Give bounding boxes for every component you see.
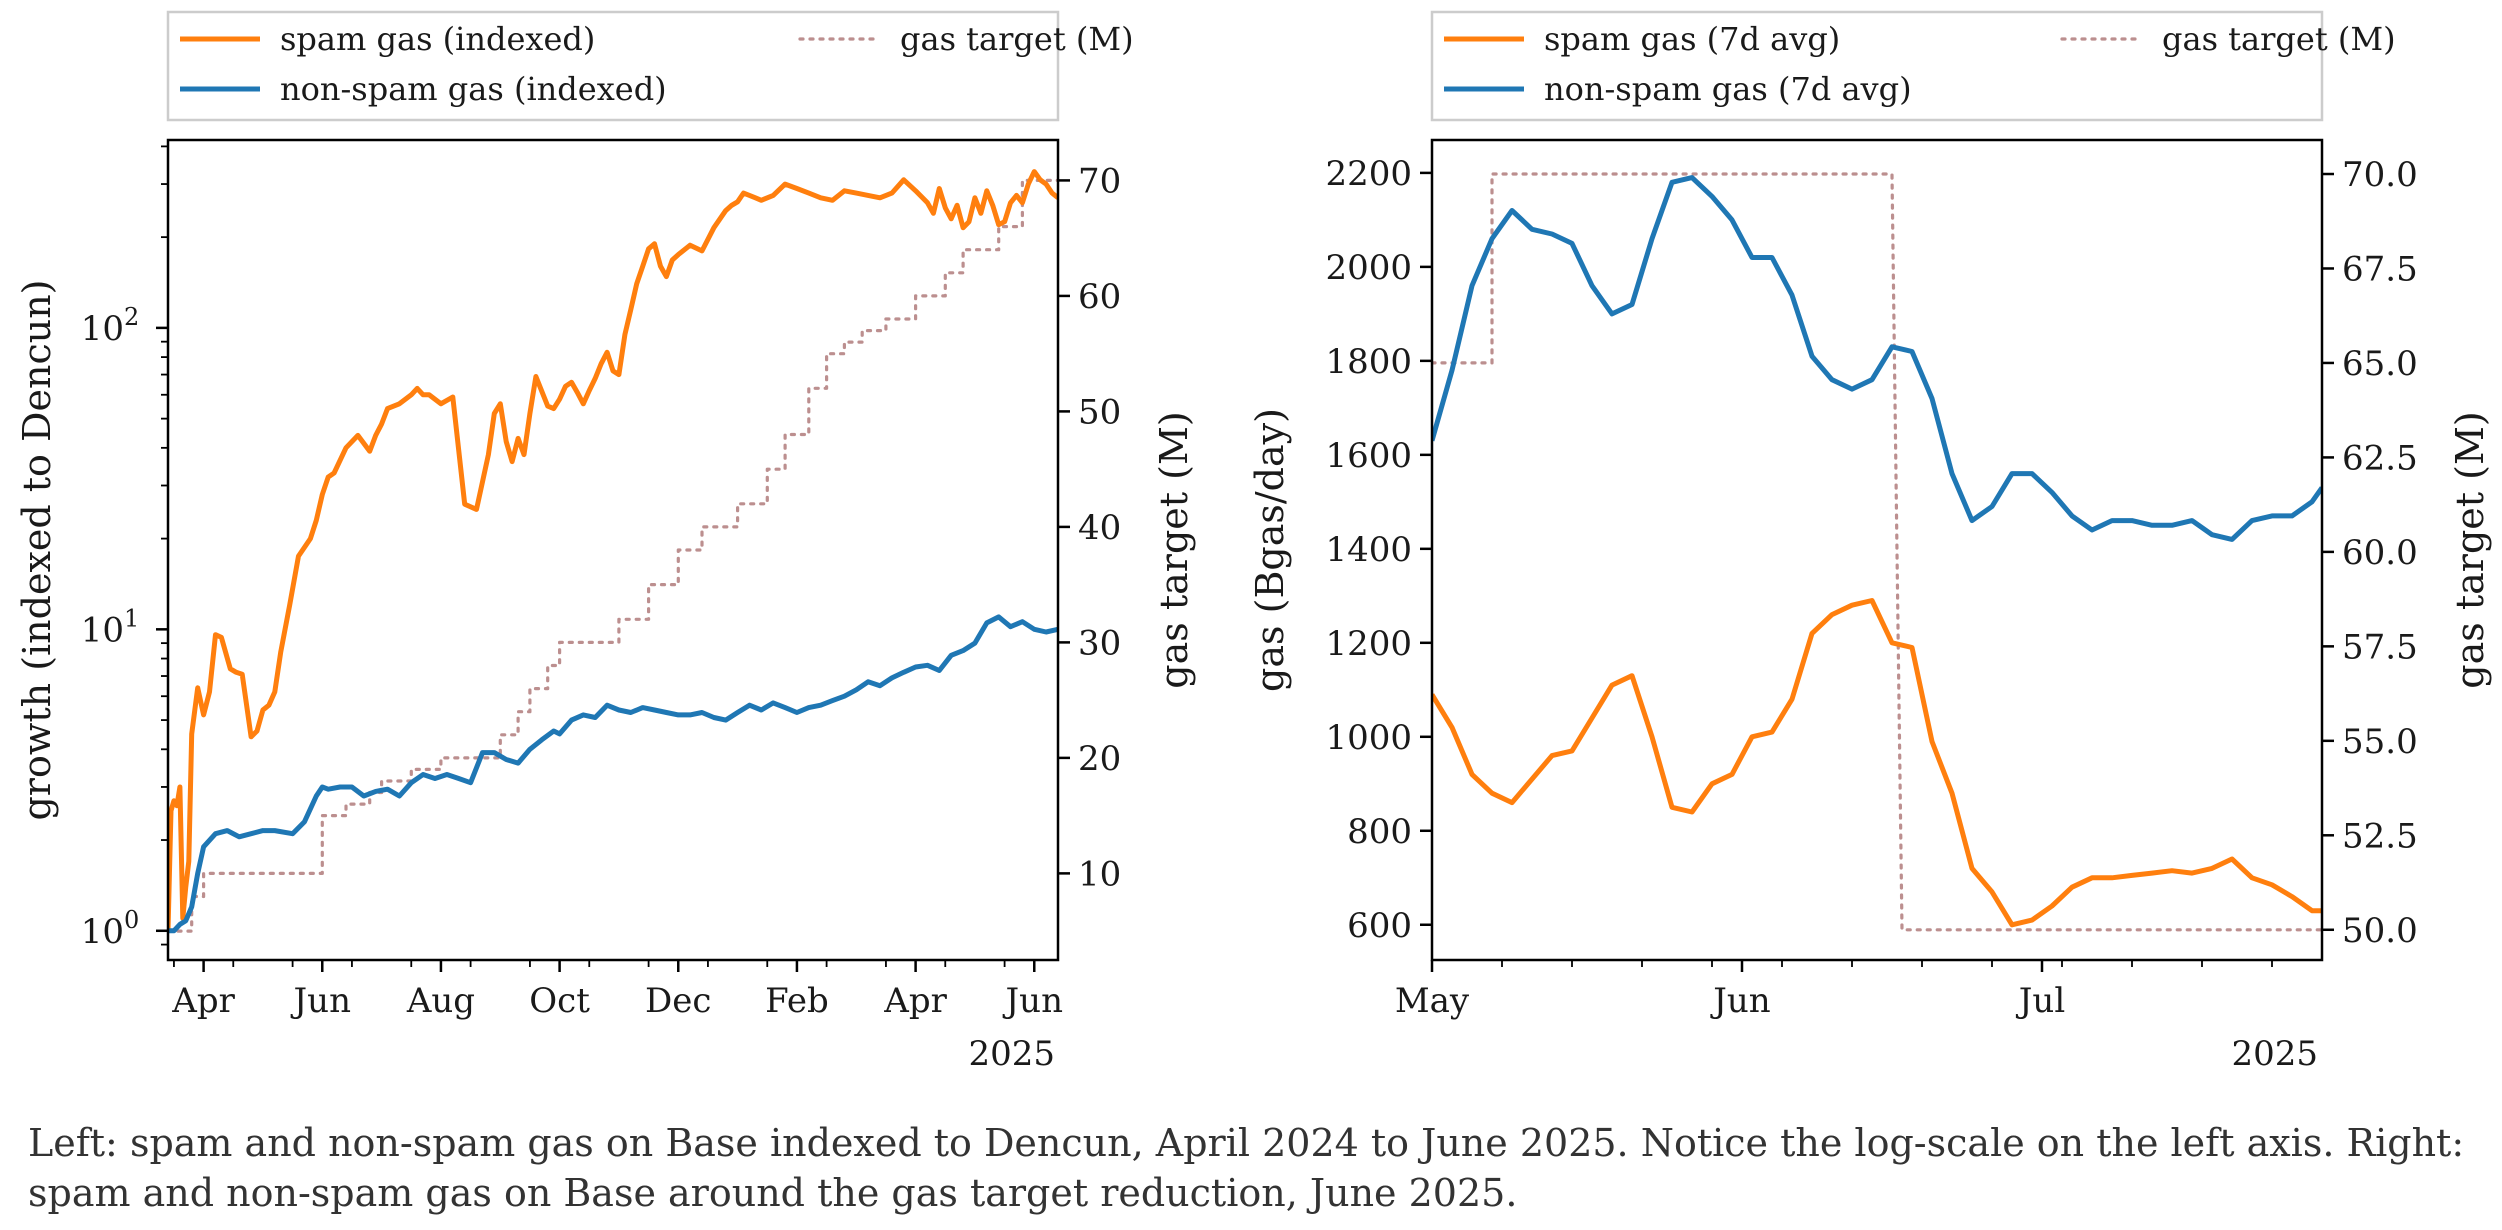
y-tick-label: 102 bbox=[81, 303, 140, 349]
series-line-target bbox=[168, 178, 1058, 933]
y-tick-base: 10 bbox=[81, 912, 124, 952]
y-right-tick-label: 52.5 bbox=[2342, 816, 2418, 856]
x-tick-label: Jul bbox=[2016, 981, 2065, 1021]
y-right-tick-label: 50 bbox=[1078, 392, 1121, 432]
y-right-tick-label: 70.0 bbox=[2342, 155, 2418, 195]
y-right-tick-label: 67.5 bbox=[2342, 249, 2418, 289]
plot-frame bbox=[166, 138, 1060, 962]
y-right-tick-label: 65.0 bbox=[2342, 344, 2418, 384]
y-axis-label: growth (indexed to Dencun) bbox=[15, 279, 59, 820]
y-right-tick-label: 55.0 bbox=[2342, 722, 2418, 762]
left-panel: Apr Jun Aug Oct Dec Feb Apr Jun2025100101102102… bbox=[15, 10, 1196, 1074]
legend-label: spam gas (indexed) bbox=[280, 20, 595, 58]
y-right-tick-label: 30 bbox=[1078, 623, 1121, 663]
legend-box bbox=[166, 10, 1060, 122]
x-tick-label: Feb bbox=[765, 981, 829, 1021]
right-panel: May Jun Jul 2025 600 800 1000 1200 1400 1600 1800 2… bbox=[1248, 10, 2492, 1074]
x-tick-label: Apr bbox=[883, 981, 947, 1021]
legend-label: non-spam gas (7d avg) bbox=[1544, 70, 1912, 108]
y-tick-base: 10 bbox=[81, 309, 124, 349]
x-year-label: 2025 bbox=[968, 1034, 1055, 1074]
y-right-axis-label: gas target (M) bbox=[1152, 411, 1196, 688]
y-tick-exp: 1 bbox=[124, 604, 139, 632]
y-tick-exp: 2 bbox=[124, 303, 139, 331]
x-tick-label: May bbox=[1395, 981, 1470, 1021]
y-right-tick-label: 62.5 bbox=[2342, 438, 2418, 478]
y-right-tick-label: 57.5 bbox=[2342, 627, 2418, 667]
series-line-nonspam bbox=[168, 614, 1058, 934]
legend-label: gas target (M) bbox=[2162, 20, 2396, 58]
y-tick-label: 1200 bbox=[1325, 624, 1412, 664]
y-tick-base: 10 bbox=[81, 610, 124, 650]
x-tick-label: Oct bbox=[529, 981, 590, 1021]
x-tick-label: Jun bbox=[291, 981, 351, 1021]
y-right-tick-label: 60 bbox=[1078, 277, 1121, 317]
x-tick-label: Dec bbox=[645, 981, 711, 1021]
y-right-tick-label: 20 bbox=[1078, 739, 1121, 779]
y-tick-label: 101 bbox=[81, 604, 140, 650]
y-tick-exp: 0 bbox=[124, 906, 139, 934]
y-tick-label: 800 bbox=[1347, 812, 1412, 852]
series-line-spam bbox=[1432, 598, 2322, 928]
y-right-tick-label: 60.0 bbox=[2342, 533, 2418, 573]
y-tick-label: 100 bbox=[81, 906, 140, 952]
y-tick-label: 1400 bbox=[1325, 530, 1412, 570]
y-tick-label: 1800 bbox=[1325, 342, 1412, 382]
x-tick-label: Aug bbox=[406, 981, 475, 1021]
y-right-tick-label: 50.0 bbox=[2342, 911, 2418, 951]
figure-caption: Left: spam and non-spam gas on Base inde… bbox=[28, 1121, 2465, 1215]
y-right-tick-label: 40 bbox=[1078, 508, 1121, 548]
x-year-label: 2025 bbox=[2231, 1034, 2318, 1074]
y-right-axis-label: gas target (M) bbox=[2448, 411, 2492, 688]
y-tick-label: 1600 bbox=[1325, 436, 1412, 476]
y-right-tick-label: 10 bbox=[1078, 854, 1121, 894]
y-tick-label: 2000 bbox=[1325, 248, 1412, 288]
series-line-nonspam bbox=[1432, 175, 2322, 542]
x-tick-label: Jun bbox=[1003, 981, 1063, 1021]
y-right-tick-label: 70 bbox=[1078, 161, 1121, 201]
legend-box bbox=[1430, 10, 2324, 122]
x-tick-label: Jun bbox=[1710, 981, 1770, 1021]
y-tick-label: 1000 bbox=[1325, 718, 1412, 758]
legend-label: gas target (M) bbox=[900, 20, 1134, 58]
y-tick-label: 2200 bbox=[1325, 154, 1412, 194]
legend-label: spam gas (7d avg) bbox=[1544, 20, 1840, 58]
y-tick-label: 600 bbox=[1347, 906, 1412, 946]
y-axis-label: gas (Bgas/day) bbox=[1248, 408, 1292, 692]
legend-label: non-spam gas (indexed) bbox=[280, 70, 667, 108]
x-tick-label: Apr bbox=[171, 981, 235, 1021]
series-line-target bbox=[1432, 172, 2322, 932]
series-line-spam bbox=[168, 169, 1058, 931]
plot-frame bbox=[1430, 138, 2324, 962]
